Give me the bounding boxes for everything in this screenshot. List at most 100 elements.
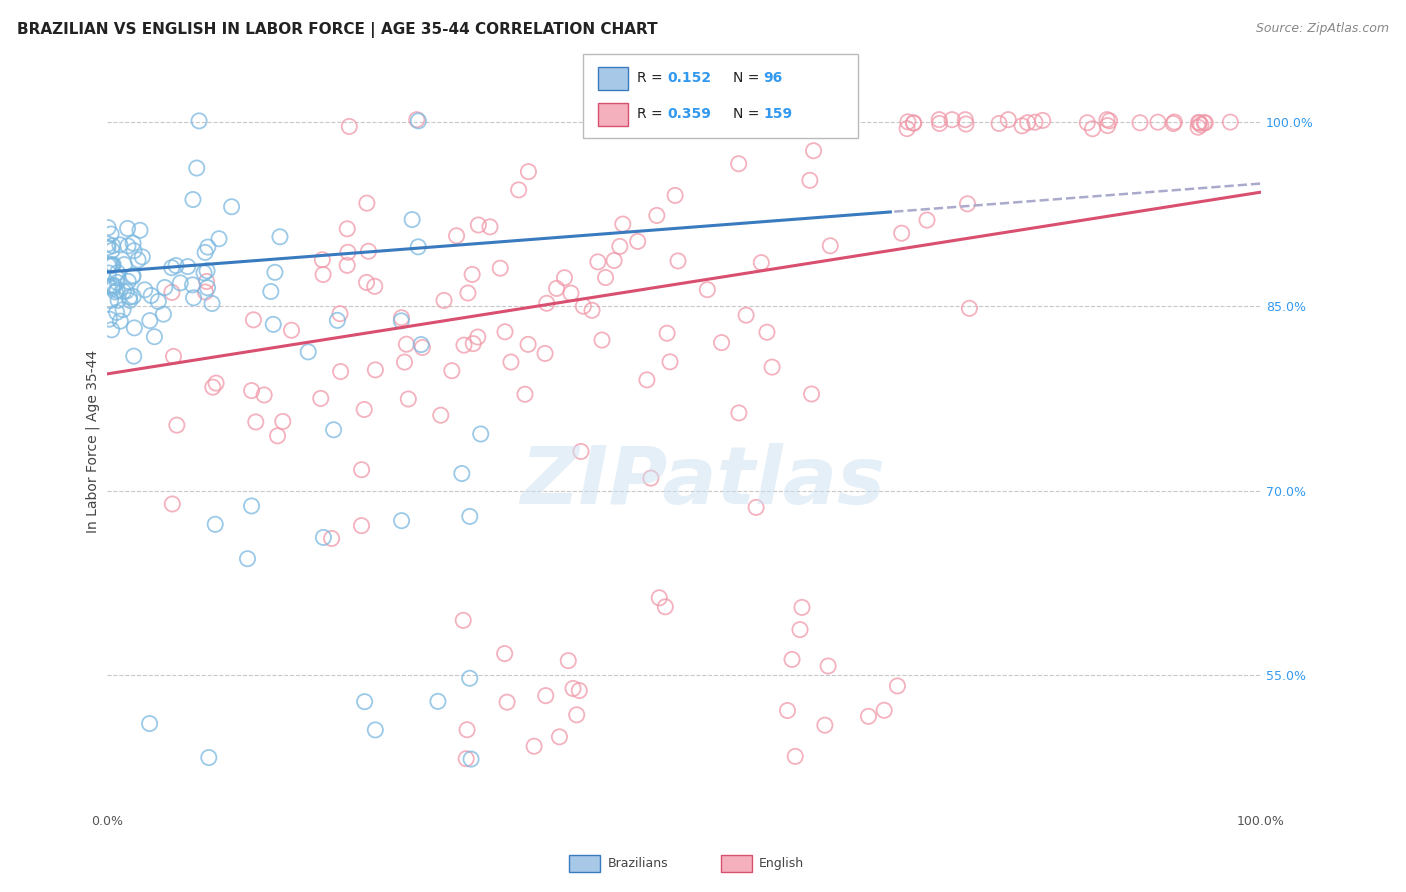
Point: [101, 258, 124, 272]
Point: [609, 239, 631, 253]
Point: [350, 463, 373, 477]
Point: [513, 387, 536, 401]
Point: [101, 259, 124, 273]
Point: [858, 709, 880, 723]
Point: [776, 704, 799, 718]
Point: [97, 237, 120, 252]
Point: [101, 238, 124, 252]
Point: [105, 271, 128, 285]
Point: [122, 244, 145, 258]
Point: [124, 321, 146, 335]
Point: [408, 114, 430, 128]
Text: R =: R =: [637, 107, 666, 121]
Point: [450, 467, 472, 481]
Text: N =: N =: [733, 107, 763, 121]
Point: [394, 355, 416, 369]
Point: [181, 277, 204, 292]
Point: [406, 240, 429, 254]
Point: [389, 314, 412, 328]
Point: [311, 252, 333, 267]
Point: [557, 654, 579, 668]
Point: [129, 223, 152, 237]
Point: [1189, 118, 1212, 132]
Point: [103, 278, 125, 293]
Point: [728, 406, 751, 420]
Point: [591, 333, 613, 347]
Point: [198, 750, 221, 764]
Point: [391, 310, 413, 325]
Point: [260, 285, 283, 299]
Text: Source: ZipAtlas.com: Source: ZipAtlas.com: [1256, 22, 1389, 36]
Point: [336, 258, 359, 272]
Point: [800, 387, 823, 401]
Point: [636, 373, 658, 387]
Point: [928, 112, 950, 127]
Point: [470, 427, 492, 442]
Point: [467, 330, 489, 344]
Point: [536, 296, 558, 310]
Point: [112, 258, 135, 272]
Point: [1011, 119, 1033, 133]
Point: [569, 444, 592, 458]
Point: [440, 364, 463, 378]
Point: [208, 232, 231, 246]
Point: [759, 123, 782, 137]
Point: [457, 285, 479, 300]
Point: [122, 236, 145, 251]
Point: [806, 115, 828, 129]
Point: [755, 325, 778, 339]
Point: [97, 259, 120, 273]
Point: [166, 418, 188, 433]
Point: [194, 245, 217, 260]
Point: [326, 313, 349, 327]
Point: [152, 307, 174, 321]
Point: [105, 276, 128, 290]
Point: [322, 423, 344, 437]
Point: [890, 226, 912, 240]
Point: [117, 221, 139, 235]
Point: [98, 312, 121, 326]
Point: [364, 723, 387, 737]
Point: [264, 265, 287, 279]
Point: [321, 532, 343, 546]
Point: [928, 116, 950, 130]
Point: [253, 388, 276, 402]
Point: [534, 346, 557, 360]
Point: [117, 274, 139, 288]
Point: [97, 266, 120, 280]
Point: [134, 283, 156, 297]
Point: [799, 173, 821, 187]
Point: [181, 193, 204, 207]
Point: [98, 258, 121, 272]
Point: [110, 314, 132, 328]
Text: BRAZILIAN VS ENGLISH IN LABOR FORCE | AGE 35-44 CORRELATION CHART: BRAZILIAN VS ENGLISH IN LABOR FORCE | AG…: [17, 22, 658, 38]
Point: [654, 599, 676, 614]
Point: [458, 509, 481, 524]
Point: [195, 275, 218, 289]
Point: [391, 514, 413, 528]
Point: [101, 278, 124, 293]
Point: [463, 336, 485, 351]
Point: [655, 326, 678, 341]
Point: [100, 323, 122, 337]
Point: [104, 285, 127, 299]
Point: [792, 114, 814, 128]
Point: [329, 307, 352, 321]
Point: [645, 209, 668, 223]
Point: [127, 252, 149, 267]
Point: [733, 112, 755, 127]
Point: [523, 739, 546, 754]
Point: [160, 285, 183, 300]
Point: [245, 415, 267, 429]
Point: [817, 659, 839, 673]
Point: [117, 239, 139, 253]
Point: [780, 652, 803, 666]
Point: [139, 288, 162, 302]
Point: [897, 115, 920, 129]
Point: [560, 286, 582, 301]
Point: [814, 718, 837, 732]
Point: [312, 268, 335, 282]
Point: [162, 497, 184, 511]
Point: [240, 384, 263, 398]
Point: [903, 116, 925, 130]
